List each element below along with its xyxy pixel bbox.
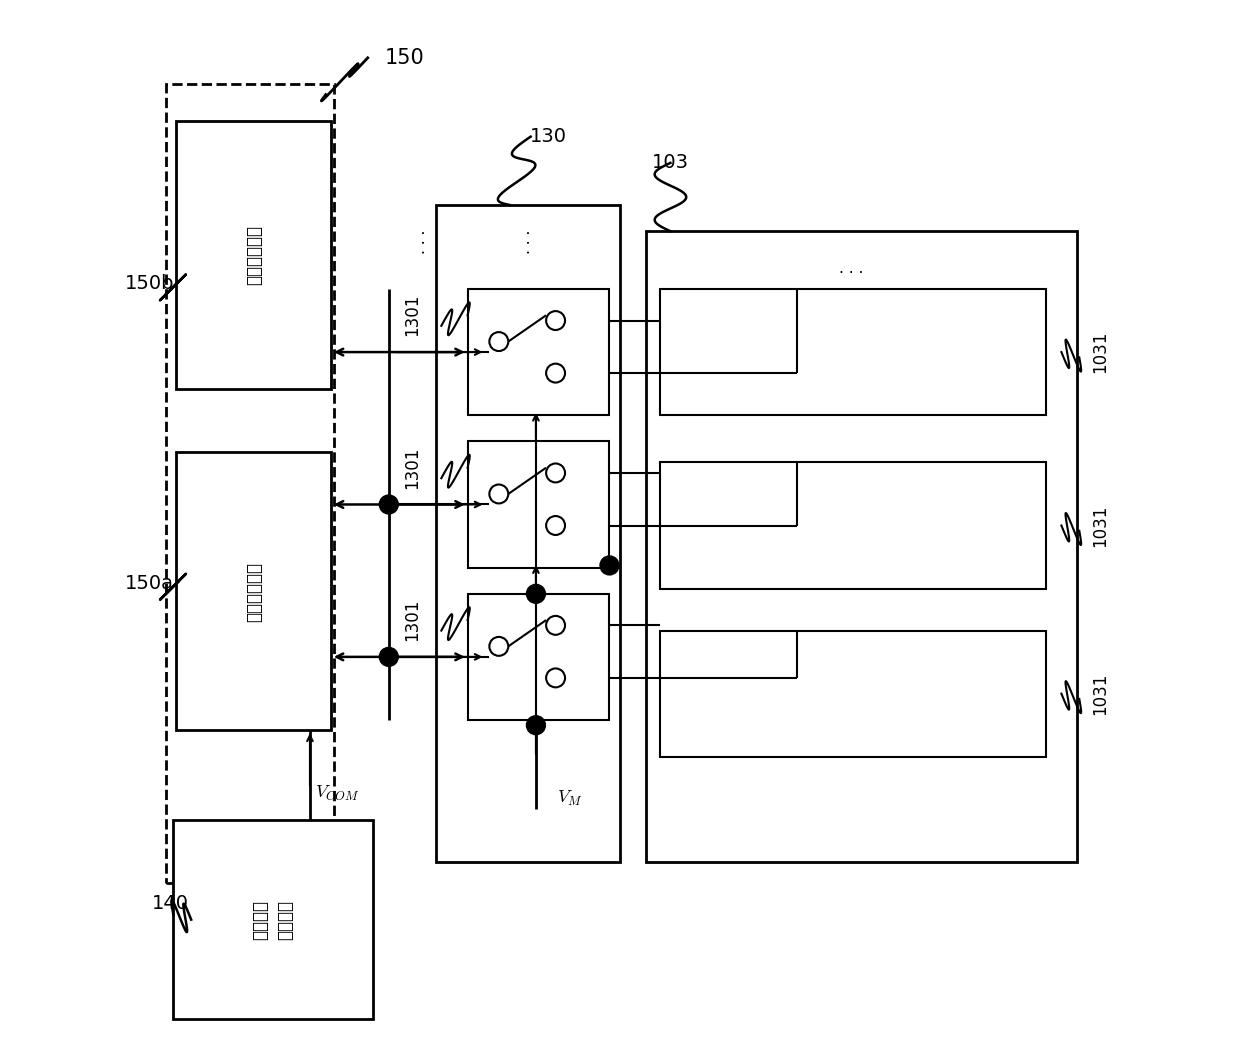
Circle shape [527, 716, 546, 735]
Text: 1031: 1031 [1091, 673, 1109, 715]
Text: 150: 150 [384, 47, 424, 68]
Circle shape [490, 332, 508, 351]
Circle shape [379, 647, 398, 666]
FancyBboxPatch shape [176, 121, 331, 389]
FancyBboxPatch shape [166, 84, 334, 883]
Text: $V_M$: $V_M$ [557, 789, 583, 808]
Text: 第一侦测单元: 第一侦测单元 [246, 225, 263, 286]
Text: 1301: 1301 [403, 294, 420, 336]
FancyBboxPatch shape [176, 452, 331, 730]
FancyBboxPatch shape [436, 205, 620, 862]
FancyBboxPatch shape [467, 441, 610, 568]
Text: 1031: 1031 [1091, 331, 1109, 373]
Text: 130: 130 [529, 127, 567, 146]
Circle shape [527, 584, 546, 603]
Text: 140: 140 [153, 894, 190, 913]
FancyBboxPatch shape [646, 231, 1078, 862]
Text: 150b: 150b [124, 274, 174, 293]
FancyBboxPatch shape [660, 462, 1045, 589]
Text: 103: 103 [652, 153, 689, 172]
Circle shape [546, 616, 565, 635]
FancyBboxPatch shape [660, 289, 1045, 415]
Circle shape [490, 637, 508, 656]
Circle shape [546, 668, 565, 687]
Circle shape [546, 516, 565, 535]
FancyBboxPatch shape [467, 289, 610, 415]
Text: 1301: 1301 [403, 447, 420, 489]
Text: · · ·: · · · [418, 229, 433, 254]
Text: 1031: 1031 [1091, 504, 1109, 547]
Text: 共通电压
产生单元: 共通电压 产生单元 [252, 900, 295, 940]
FancyBboxPatch shape [467, 594, 610, 720]
Circle shape [546, 364, 565, 383]
Text: 1301: 1301 [403, 599, 420, 641]
Text: 第一驱动单元: 第一驱动单元 [246, 561, 263, 622]
Circle shape [546, 463, 565, 482]
Circle shape [546, 311, 565, 330]
Circle shape [490, 485, 508, 503]
FancyBboxPatch shape [174, 820, 373, 1019]
FancyBboxPatch shape [660, 631, 1045, 757]
Text: · · ·: · · · [839, 266, 863, 281]
Text: $V_{COM}$: $V_{COM}$ [315, 784, 360, 803]
Circle shape [600, 556, 619, 575]
Circle shape [379, 495, 398, 514]
Text: 150a: 150a [125, 574, 174, 593]
Text: · · ·: · · · [523, 229, 538, 254]
